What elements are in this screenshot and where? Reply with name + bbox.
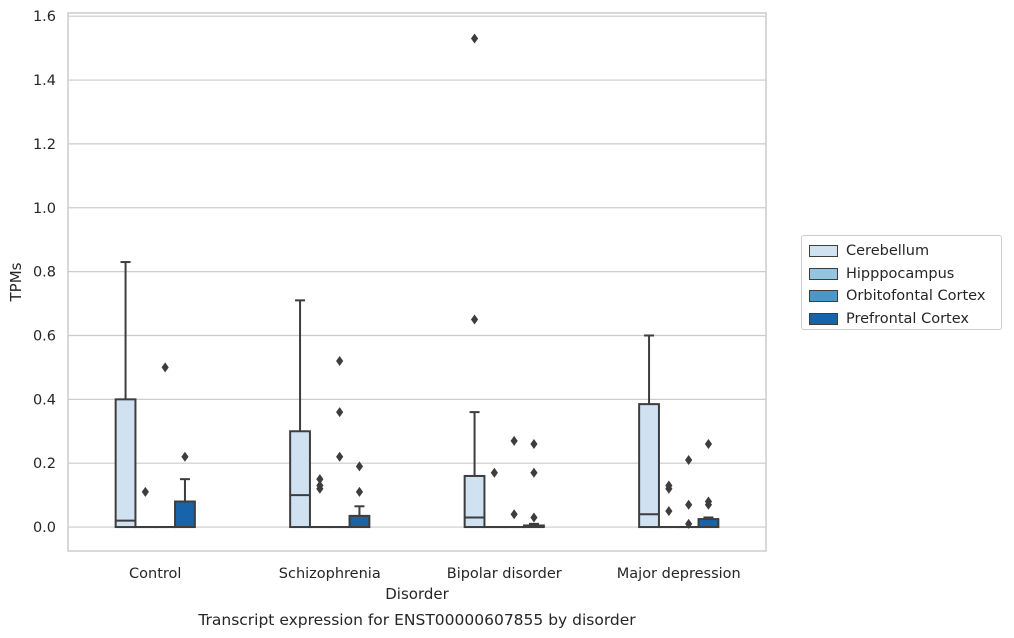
outlier-point	[141, 486, 149, 497]
x-tick-label: Major depression	[617, 566, 741, 582]
y-tick-label: 0.6	[33, 328, 56, 344]
legend-item-cerebellum: Cerebellum	[809, 240, 1001, 263]
box-prefrontal-cortex	[348, 505, 371, 529]
legend-swatch	[809, 267, 838, 280]
outlier-point	[530, 467, 538, 478]
plot-frame	[67, 12, 767, 552]
box-cerebellum	[114, 261, 137, 529]
y-tick-label: 1.6	[33, 9, 56, 25]
y-tick-label: 0.0	[33, 520, 56, 536]
chart-title: Transcript expression for ENST0000060785…	[197, 611, 636, 629]
box-body	[289, 430, 311, 529]
legend-label: Prefrontal Cortex	[846, 311, 969, 328]
outlier-point	[685, 499, 693, 510]
legend-item-orbitofrontal: Orbitofontal Cortex	[809, 285, 1001, 308]
legend-swatch	[809, 313, 838, 326]
box-cerebellum	[463, 411, 486, 529]
outlier-point	[704, 496, 713, 507]
y-tick-label: 1.2	[33, 137, 56, 153]
box-body	[697, 518, 720, 529]
x-axis-label: Disorder	[385, 585, 449, 603]
legend-label: Hipppocampus	[846, 265, 955, 282]
box-body	[463, 474, 486, 529]
y-tick-label: 1.0	[33, 201, 56, 217]
box-body	[638, 403, 660, 529]
legend-item-hippocampus: Hipppocampus	[809, 263, 1001, 286]
gridlines	[68, 15, 766, 528]
box-prefrontal-cortex	[174, 478, 196, 529]
box-cerebellum	[289, 299, 311, 529]
outlier-point	[336, 356, 344, 367]
outlier-point	[530, 439, 538, 450]
outlier-point	[336, 451, 344, 462]
outlier-point	[470, 314, 479, 325]
box-cerebellum	[638, 334, 660, 529]
box-prefrontal-cortex	[697, 516, 720, 529]
x-tick-label: Control	[129, 566, 181, 582]
x-tick-labels: Control Schizophrenia Bipolar disorder Majo…	[129, 566, 741, 582]
y-tick-label: 1.4	[33, 73, 56, 89]
outlier-point	[316, 474, 324, 485]
outlier-point	[510, 509, 518, 520]
box-body	[174, 500, 196, 529]
legend-item-prefrontal: Prefrontal Cortex	[809, 308, 1001, 331]
y-tick-label: 0.4	[33, 392, 56, 408]
outlier-point	[510, 435, 518, 446]
outlier-point	[355, 461, 364, 472]
box-body	[114, 398, 137, 529]
legend: Cerebellum Hipppocampus Orbitofontal Cor…	[801, 235, 1002, 330]
outlier-point	[316, 480, 324, 491]
outlier-point	[336, 407, 344, 418]
y-tick-label: 0.8	[33, 265, 56, 281]
x-tick-label: Schizophrenia	[279, 566, 381, 582]
outlier-point	[161, 362, 169, 373]
outlier-point	[355, 486, 364, 497]
outlier-point	[685, 518, 693, 529]
legend-label: Cerebellum	[846, 243, 930, 260]
legend-label: Orbitofontal Cortex	[846, 288, 986, 305]
outlier-point	[530, 512, 538, 523]
box-prefrontal-cortex	[523, 522, 545, 529]
outlier-point	[665, 506, 673, 517]
legend-swatch	[809, 290, 838, 303]
legend-swatch	[809, 245, 838, 258]
outlier-point	[665, 480, 673, 491]
outlier-point	[181, 451, 189, 462]
outlier-point	[470, 33, 479, 44]
outliers	[141, 33, 713, 529]
y-axis-label: TPMs	[7, 262, 25, 302]
x-tick-label: Bipolar disorder	[447, 566, 562, 582]
box-body	[348, 514, 371, 529]
outlier-point	[490, 467, 498, 478]
outlier-point	[704, 439, 713, 450]
outlier-point	[685, 455, 693, 466]
boxes	[114, 261, 720, 529]
y-tick-label: 0.2	[33, 456, 56, 472]
y-tick-labels: 0.0 0.2 0.4 0.6 0.8 1.0 1.2 1.4 1.6	[33, 9, 56, 536]
